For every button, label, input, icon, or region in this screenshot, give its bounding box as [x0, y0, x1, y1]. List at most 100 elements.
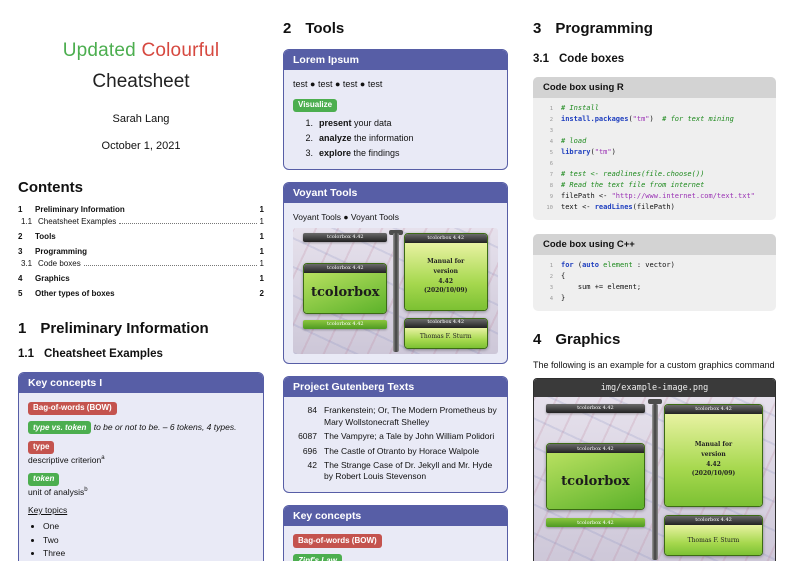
box-title: Key concepts [284, 505, 507, 526]
poster-tcolorbox-box: tcolorbox 4.42 tcolorbox [303, 263, 388, 314]
subsection-title: Cheatsheet Examples [44, 348, 163, 360]
bow-badge-row: Bag-of-words (BOW) [28, 401, 254, 415]
poster-pole-cap [388, 229, 403, 235]
title-block: Updated Colourful Cheatsheet Sarah Lang … [18, 40, 264, 152]
line-number: 4 [549, 139, 553, 145]
code-plain: ( [577, 261, 583, 269]
section-3-1-heading: 3.1 Code boxes [533, 53, 776, 65]
poster-pole [392, 233, 399, 352]
line-number: 2 [549, 274, 553, 280]
box-title: Voyant Tools [284, 182, 507, 203]
bow-badge-row: Bag-of-words (BOW) [293, 534, 498, 548]
code-comment: # load [561, 137, 587, 145]
steps-list: 1. present your data 2. analyze the info… [293, 117, 498, 160]
poster-manual-body: Manual for version 4.42 (2020/10/09) [665, 413, 762, 506]
code-plain: : vector) [632, 261, 675, 269]
bow-badge: Bag-of-words (BOW) [293, 534, 382, 548]
bullet-item: Two [43, 534, 254, 546]
toc-entry: 3 Programming 1 [18, 247, 264, 256]
code-line: 7 # test <- readlines(file.choose()) [541, 169, 768, 180]
type-desc-text: descriptive criterion [28, 454, 102, 465]
poster-author-text: Thomas F. Sturm [419, 333, 472, 341]
item-keyword: explore [319, 147, 352, 158]
poster-manual-body: Manual for version 4.42 (2020/10/09) [404, 243, 487, 311]
code-keyword: install.packages [561, 115, 629, 123]
item-number: 3. [305, 147, 313, 158]
box-body: Bag-of-words (BOW) Zipf's Law _aágtálg/(… [284, 526, 507, 561]
footnote-mark-b: b [84, 486, 88, 493]
toc-leader [83, 265, 257, 266]
code-box-title: Code box using C++ [533, 234, 776, 255]
text-id: 84 [307, 405, 317, 416]
poster-box-header: tcolorbox 4.42 [304, 264, 387, 274]
line-number: 6 [549, 161, 553, 167]
toc-entry: 1.1 Cheatsheet Examples 1 [21, 217, 264, 226]
code-plain: { [561, 272, 566, 280]
code-keyword: readLines [594, 203, 633, 211]
toc-page: 1 [259, 205, 264, 214]
line-number: 10 [546, 205, 553, 211]
tcolorbox-poster-image: tcolorbox 4.42 tcolorbox 4.42 Manual for… [293, 228, 498, 355]
doc-title-line1: Updated Colourful [18, 40, 264, 62]
poster-author-box: tcolorbox 4.42 Thomas F. Sturm [403, 317, 488, 350]
section-number: 2 [283, 20, 292, 37]
visualize-badge-row: Visualize [293, 98, 498, 112]
subsection-number: 1.1 [18, 348, 34, 360]
toc-page: 2 [259, 289, 264, 298]
poster-tcolorbox-body: tcolorbox [547, 453, 644, 509]
section-title: Graphics [555, 331, 621, 348]
toc-page: 1 [259, 217, 264, 226]
toc-num: 1.1 [21, 217, 33, 226]
toc-label: Preliminary Information [35, 205, 125, 214]
item-text: present your data [319, 117, 392, 130]
toc-label: Cheatsheet Examples [38, 217, 117, 226]
code-plain: (filePath) [632, 203, 675, 211]
poster-tcolorbox-label: tcolorbox [310, 284, 380, 300]
poster-manual-box: tcolorbox 4.42 Manual for version 4.42 (… [403, 233, 488, 312]
type-desc: descriptive criteriona [28, 454, 254, 466]
item-keyword: present [319, 117, 352, 128]
type-token-row: type vs. token to be or not to be. – 6 t… [28, 421, 254, 435]
poster-author-body: Thomas F. Sturm [665, 524, 762, 556]
section-number: 1 [18, 320, 27, 337]
section-3-heading: 3 Programming [533, 20, 776, 37]
code-line: 2 install.packages("tm") # for text minin… [541, 114, 768, 125]
line-number: 7 [549, 172, 553, 178]
toc-page: 1 [259, 259, 264, 268]
poster-manual-text: Manual for version 4.42 (2020/10/09) [423, 258, 468, 295]
toc-num: 2 [18, 232, 23, 241]
graphics-caption: The following is an example for a custom… [533, 360, 775, 370]
visualize-badge: Visualize [293, 98, 338, 112]
toc-leader [119, 223, 257, 224]
toc-label: Programming [35, 247, 88, 256]
section-title: Programming [555, 20, 653, 37]
poster-author-text: Thomas F. Sturm [687, 536, 740, 544]
box-title: Lorem Ipsum [284, 50, 507, 70]
code-line: 2{ [541, 271, 768, 282]
toc-label: Tools [35, 232, 56, 241]
title-word-updated: Updated [62, 40, 136, 61]
toc-page: 1 [259, 232, 264, 241]
code-keyword: library [561, 148, 591, 156]
box-body: 84 Frankenstein; Or, The Modern Promethe… [284, 397, 507, 492]
toc-entry: 2 Tools 1 [18, 232, 264, 241]
code-string: "tm" [632, 115, 650, 123]
doc-title-line2: Cheatsheet [92, 71, 190, 92]
toc-entry: 3.1 Code boxes 1 [21, 259, 264, 268]
code-plain: filePath <- [561, 192, 612, 200]
poster-green-bar-bottom-left: tcolorbox 4.42 [303, 320, 388, 330]
code-string: "tm" [594, 148, 612, 156]
poster-author-body: Thomas F. Sturm [404, 327, 487, 349]
tcolorbox-poster-image: tcolorbox 4.42 tcolorbox 4.42 Manual for… [534, 397, 775, 561]
item-rest: your data [351, 117, 392, 128]
poster-box-header: tcolorbox 4.42 [404, 318, 487, 328]
column-2: 2 Tools Lorem Ipsum test ● test ● test ●… [283, 0, 508, 561]
poster-header-bar-top-left: tcolorbox 4.42 [303, 233, 388, 243]
token-desc: unit of analysisb [28, 486, 254, 498]
list-item: 3. explore the findings [293, 147, 498, 160]
bow-badge: Bag-of-words (BOW) [28, 401, 117, 415]
code-line: 3 sum += element; [541, 282, 768, 293]
type-token-badge: type vs. token [28, 421, 92, 435]
column-3: 3 Programming 3.1 Code boxes Code box us… [533, 0, 776, 561]
